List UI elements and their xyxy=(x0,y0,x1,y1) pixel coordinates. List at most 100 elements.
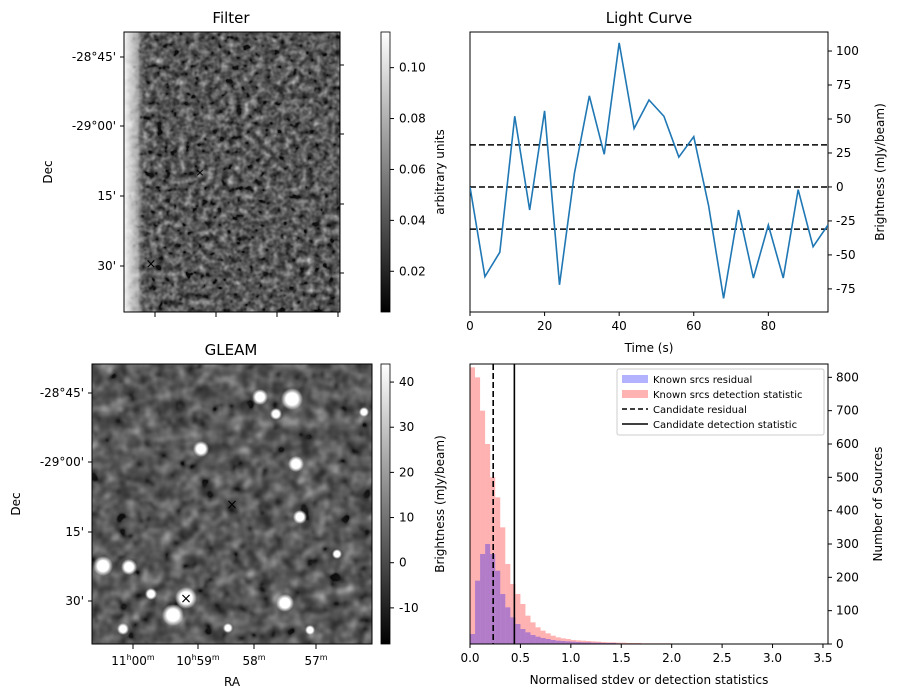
lightcurve-ytick-label: 50 xyxy=(836,112,851,126)
lightcurve-ytick-label: 75 xyxy=(836,78,851,92)
histogram-bar-residual xyxy=(550,640,556,644)
gleam-xlabel: RA xyxy=(224,675,241,689)
histogram-xtick-label: 3.0 xyxy=(763,651,782,665)
gleam-marker-candidate: × xyxy=(226,497,238,513)
gleam-source xyxy=(305,625,315,635)
filter-image-noise xyxy=(124,32,340,312)
filter-colorbar xyxy=(380,31,391,313)
histogram-bar-detection xyxy=(555,637,561,644)
histogram-bar-detection xyxy=(530,622,536,644)
legend-swatch-detection xyxy=(622,390,648,398)
histogram-bar-residual xyxy=(500,594,506,644)
histogram-ytick-label: 600 xyxy=(836,437,859,451)
lightcurve-panel: Light Curve 0 20 40 60 80 -75 -50 -25 0 25 50 75 10… xyxy=(466,9,887,355)
histogram-candidate-lines xyxy=(492,364,516,644)
histogram-ytick-label: 800 xyxy=(836,370,859,384)
filter-colorbar-tick-label: 0.10 xyxy=(399,61,426,75)
filter-colorbar-ticks: 0.02 0.04 0.06 0.08 0.10 xyxy=(390,61,426,278)
histogram-bar-residual xyxy=(540,638,546,644)
lightcurve-threshold-lines xyxy=(470,144,828,230)
lightcurve-xtick-label: 80 xyxy=(761,319,776,333)
histogram-bar-detection xyxy=(470,367,476,644)
lightcurve-ytick-label: -50 xyxy=(836,248,856,262)
histogram-bar-residual xyxy=(480,554,486,644)
legend-label-detection: Known srcs detection statistic xyxy=(653,390,802,401)
histogram-bar-detection xyxy=(621,642,627,644)
gleam-source xyxy=(359,407,369,417)
histogram-bar-detection xyxy=(535,627,541,644)
histogram-bar-detection xyxy=(601,642,607,644)
histogram-bar-residual xyxy=(525,632,531,644)
histogram-bar-detection xyxy=(485,444,491,644)
lightcurve-ytick-label: 100 xyxy=(836,44,859,58)
histogram-bar-residual xyxy=(470,634,476,644)
gleam-ytick-label: -28°45' xyxy=(40,386,84,400)
histogram-bar-detection xyxy=(475,377,481,644)
gleam-ytick-label: -29°00' xyxy=(40,455,84,469)
gleam-xtick-label: 11h00m xyxy=(111,653,155,668)
histogram-bar-residual xyxy=(580,642,586,644)
histogram-y-ticks: 0 100 200 300 400 500 600 700 800 xyxy=(828,370,859,651)
histogram-ytick-label: 0 xyxy=(836,637,844,651)
gleam-ylabel: Dec xyxy=(9,492,23,515)
lightcurve-xtick-label: 0 xyxy=(466,319,474,333)
histogram-bar-detection xyxy=(520,604,526,644)
lightcurve-y-ticks: -75 -50 -25 0 25 50 75 100 xyxy=(828,44,859,296)
histogram-bar-detection xyxy=(596,641,602,644)
histogram-ytick-label: 500 xyxy=(836,470,859,484)
gleam-source xyxy=(145,588,157,600)
gleam-xtick-label: 57m xyxy=(304,653,327,668)
lightcurve-frame xyxy=(469,31,829,313)
histogram-bar-detection xyxy=(505,564,511,644)
gleam-xtick-label: 10h59m xyxy=(176,653,220,668)
gleam-xtick-label: 58m xyxy=(242,653,265,668)
histogram-xtick-label: 2.5 xyxy=(713,651,732,665)
histogram-xlabel: Normalised stdev or detection statistics xyxy=(530,673,769,687)
gleam-colorbar-tick-label: 30 xyxy=(399,420,414,434)
histogram-ytick-label: 300 xyxy=(836,537,859,551)
lightcurve-xlabel: Time (s) xyxy=(624,341,674,355)
filter-colorbar-tick-label: 0.06 xyxy=(399,162,426,176)
lightcurve-xtick-label: 40 xyxy=(612,319,627,333)
histogram-ylabel: Number of Sources xyxy=(871,447,885,562)
lightcurve-ytick-label: 0 xyxy=(836,180,844,194)
filter-image-edge xyxy=(124,32,144,312)
histogram-bar-residual xyxy=(510,617,516,644)
histogram-frame xyxy=(469,363,829,645)
filter-colorbar-tick-label: 0.08 xyxy=(399,112,426,126)
lightcurve-xtick-label: 60 xyxy=(686,319,701,333)
histogram-ytick-label: 200 xyxy=(836,570,859,584)
filter-ylabel: Dec xyxy=(41,160,55,183)
gleam-source xyxy=(281,388,303,410)
histogram-bar-detection xyxy=(565,639,571,644)
gleam-colorbar-label: Brightness (mJy/beam) xyxy=(433,435,447,573)
gleam-marker-reference: × xyxy=(180,591,192,607)
filter-ytick-label: 30' xyxy=(97,259,116,273)
histogram-bar-detection xyxy=(611,642,617,644)
histogram-ytick-label: 400 xyxy=(836,504,859,518)
histogram-bar-detection xyxy=(616,642,622,644)
histogram-bar-detection xyxy=(580,640,586,644)
filter-x-ticks xyxy=(154,64,344,317)
histogram-bar-residual xyxy=(545,639,551,644)
histogram-xtick-label: 1.0 xyxy=(561,651,580,665)
filter-colorbar-label: arbitrary units xyxy=(433,129,447,215)
gleam-source xyxy=(293,510,307,524)
gleam-x-ticks: 11h00m 10h59m 58m 57m xyxy=(111,644,328,668)
histogram-bar-detection xyxy=(560,638,566,644)
histogram-xtick-label: 1.5 xyxy=(612,651,631,665)
filter-ytick-label: -28°45' xyxy=(72,50,116,64)
gleam-source xyxy=(162,604,184,626)
gleam-ytick-label: 30' xyxy=(65,594,84,608)
histogram-panel: 0.0 0.5 1.0 1.5 2.0 2.5 3.0 3.5 0 100 200 300 400 50… xyxy=(460,363,885,687)
gleam-source xyxy=(175,587,197,609)
histogram-bar-residual xyxy=(570,641,576,644)
histogram-bar-detection xyxy=(495,497,501,644)
gleam-source xyxy=(93,556,113,576)
histogram-bar-residual xyxy=(565,641,571,644)
histogram-bar-residual xyxy=(585,642,592,644)
histogram-ytick-label: 700 xyxy=(836,404,859,418)
gleam-source xyxy=(276,594,294,612)
histogram-bar-residual xyxy=(575,642,581,644)
